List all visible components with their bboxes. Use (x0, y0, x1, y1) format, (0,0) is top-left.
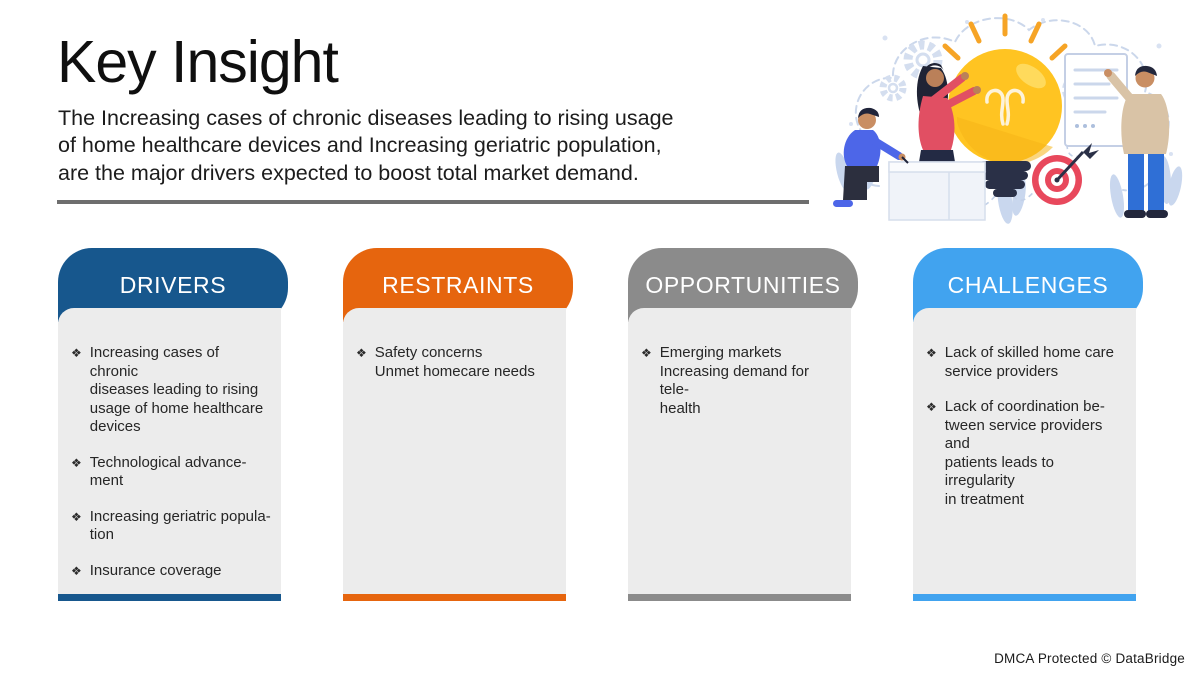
diamond-bullet-icon: ❖ (71, 455, 82, 470)
card-title: OPPORTUNITIES (645, 271, 841, 298)
card-accent-bar (58, 594, 281, 601)
list-item-text: Increasing cases of chronic diseases lea… (89, 344, 264, 435)
card-body: ❖ Emerging markets Increasing demand for… (628, 308, 851, 594)
card-accent-bar (913, 594, 1136, 601)
list-item-text: Increasing geriatric popula- tion (89, 507, 271, 544)
kneeling-man-figure (833, 107, 909, 207)
dmca-note: DMCA Protected © DataBridge (994, 651, 1185, 666)
diamond-bullet-icon: ❖ (71, 509, 82, 524)
card-accent-bar (628, 594, 851, 601)
list-item-text: Lack of coordination be- tween service p… (944, 398, 1105, 508)
diamond-bullet-icon: ❖ (71, 563, 82, 578)
list-item: ❖ Emerging markets Increasing demand for… (641, 344, 841, 418)
list-item-text: Emerging markets Increasing demand for t… (659, 344, 810, 417)
list-item: ❖ Safety concerns Unmet homecare needs (356, 344, 556, 381)
list-item: ❖ Increasing geriatric popula- tion (71, 508, 271, 545)
list-item-text: Insurance coverage (89, 561, 222, 579)
lightbulb-icon (948, 49, 1062, 197)
card-drivers: DRIVERS ❖ Increasing cases of chronic di… (58, 248, 288, 601)
header-block: Key Insight The Increasing cases of chro… (57, 29, 817, 205)
page-subtitle: The Increasing cases of chronic diseases… (58, 105, 674, 185)
card-body: ❖ Lack of skilled home care service prov… (913, 308, 1136, 594)
pointing-man-figure (1104, 65, 1170, 218)
diamond-bullet-icon: ❖ (926, 400, 937, 414)
diamond-bullet-icon: ❖ (641, 346, 652, 360)
divider (57, 200, 809, 205)
card-challenges: CHALLENGES ❖ Lack of skilled home care s… (913, 248, 1143, 601)
card-body: ❖ Increasing cases of chronic diseases l… (58, 308, 281, 594)
list-item: ❖ Increasing cases of chronic diseases l… (71, 344, 271, 437)
decor-dots (849, 18, 1173, 156)
list-item-text: Technological advance- ment (89, 453, 247, 490)
card-restraints: RESTRAINTS ❖ Safety concerns Unmet homec… (343, 248, 573, 601)
diamond-bullet-icon: ❖ (71, 346, 82, 360)
whiteboard-panel (1064, 53, 1128, 147)
list-item-text: Safety concerns Unmet homecare needs (374, 344, 535, 380)
list-item: ❖ Technological advance- ment (71, 454, 271, 491)
card-opportunities: OPPORTUNITIES ❖ Emerging markets Increas… (628, 248, 858, 601)
desk (888, 161, 986, 221)
teamwork-illustration (827, 4, 1187, 232)
light-rays-icon (942, 13, 1068, 61)
droc-cards: DRIVERS ❖ Increasing cases of chronic di… (58, 248, 1143, 601)
card-title: RESTRAINTS (382, 271, 534, 298)
list-item-text: Lack of skilled home care service provid… (944, 344, 1115, 380)
arrow-icon (1083, 143, 1099, 159)
card-title: CHALLENGES (947, 271, 1109, 298)
card-body: ❖ Safety concerns Unmet homecare needs (343, 308, 566, 594)
list-item: ❖ Lack of coordination be- tween service… (926, 398, 1126, 509)
target-icon (1032, 143, 1099, 205)
diamond-bullet-icon: ❖ (926, 346, 937, 360)
list-item: ❖ Insurance coverage (71, 562, 271, 581)
list-item: ❖ Lack of skilled home care service prov… (926, 344, 1126, 381)
card-title: DRIVERS (119, 271, 227, 298)
card-accent-bar (343, 594, 566, 601)
diamond-bullet-icon: ❖ (356, 346, 367, 360)
page-title: Key Insight (57, 29, 339, 95)
